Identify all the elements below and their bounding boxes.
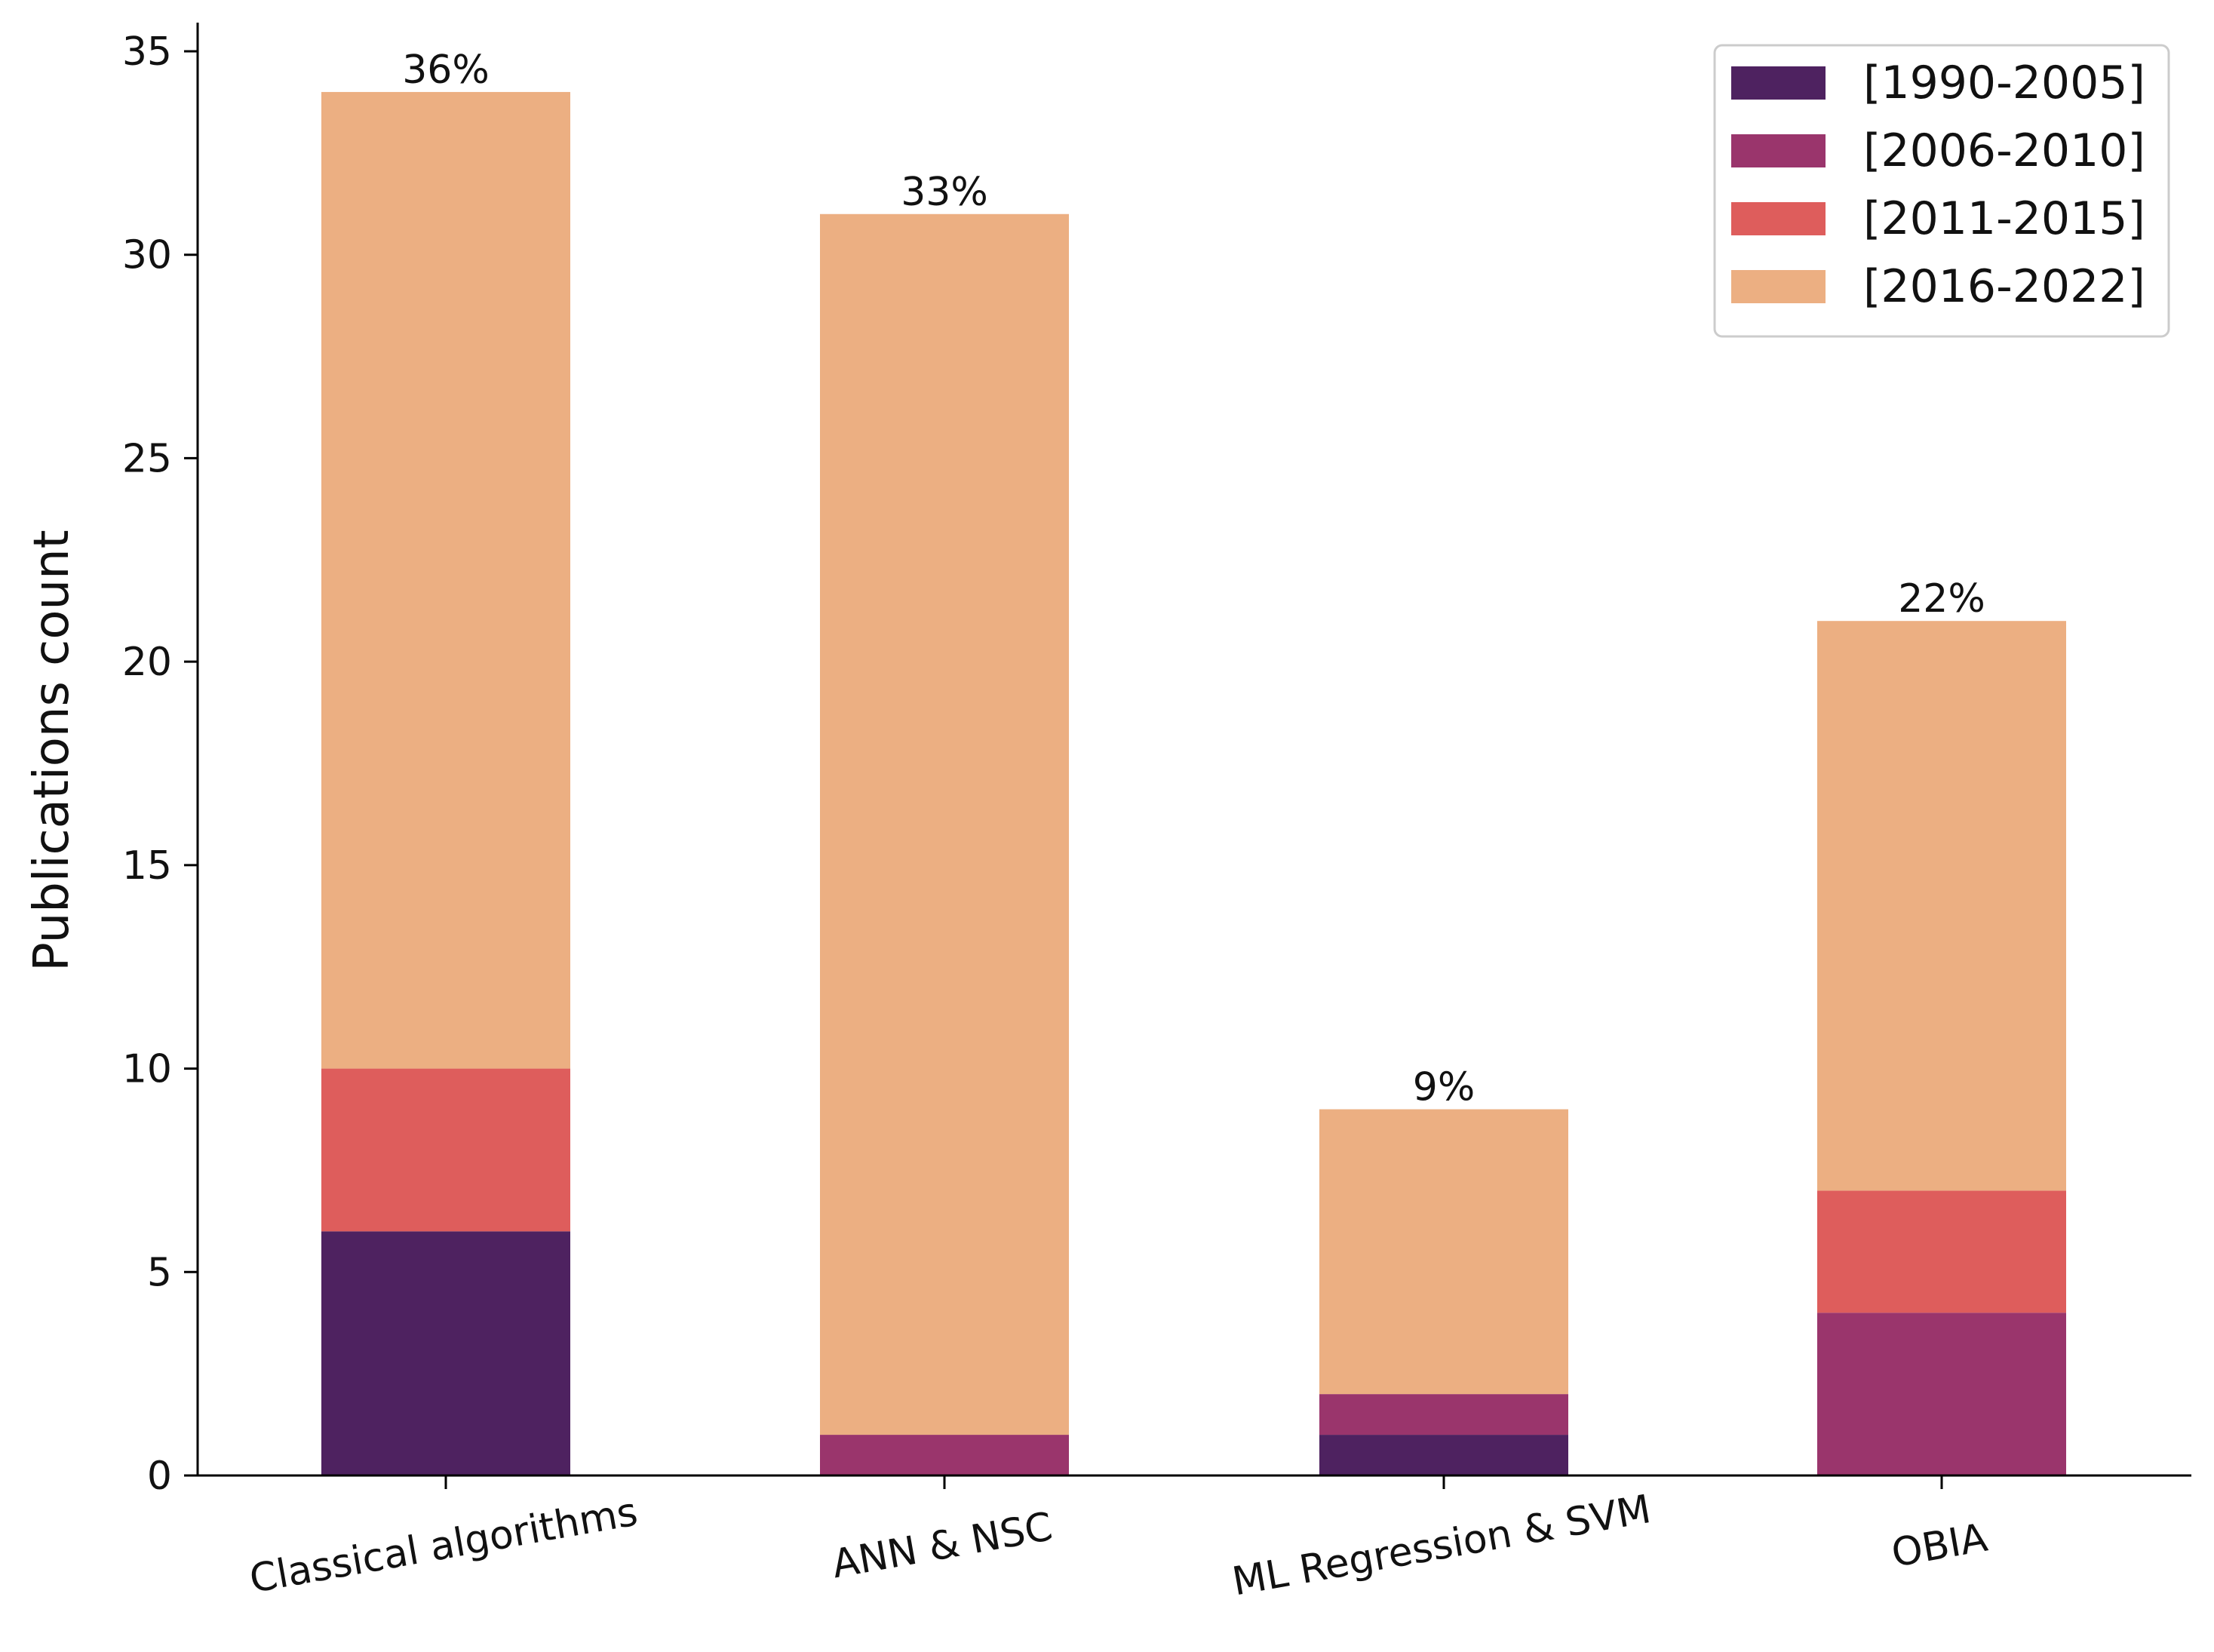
bar-segment-4-series-3 — [1817, 1190, 2066, 1313]
bar-segment-4-series-2 — [1817, 1313, 2066, 1475]
bar-segment-4-series-4 — [1817, 621, 2066, 1191]
bar-segment-1-series-3 — [321, 1068, 570, 1232]
bar-segment-3-series-1 — [1319, 1435, 1568, 1475]
legend: [1990-2005] [2006-2010] [2011-2015] [2016-2… — [1713, 44, 2170, 338]
legend-label-4: [2016-2022] — [1863, 260, 2145, 313]
legend-swatch-3 — [1731, 202, 1826, 235]
legend-swatch-1 — [1731, 66, 1826, 100]
legend-label-1: [1990-2005] — [1863, 57, 2145, 109]
bar-value-labels: 36% 33% 9% 22% — [402, 48, 1985, 1110]
bar-segment-1-series-4 — [321, 91, 570, 1069]
axes — [196, 23, 2191, 1477]
legend-label-3: [2011-2015] — [1863, 192, 2145, 245]
y-tick-label: 20 — [122, 640, 172, 685]
y-tick-label: 35 — [122, 29, 172, 75]
bar-value-label-4: 22% — [1898, 576, 1985, 622]
y-axis-title: Publications count — [24, 530, 80, 971]
x-tick-label-4: OBIA — [1888, 1515, 1991, 1577]
bar-value-label-1: 36% — [402, 48, 490, 93]
y-tick-label: 10 — [122, 1047, 172, 1092]
y-tick-label: 15 — [122, 843, 172, 889]
legend-swatch-2 — [1731, 134, 1826, 167]
x-tick-label-2: ANN & NSC — [828, 1504, 1055, 1587]
y-tick-label: 0 — [147, 1454, 172, 1499]
y-ticks: 0 5 10 15 20 25 30 35 — [122, 29, 198, 1499]
bar-value-label-2: 33% — [901, 170, 988, 215]
x-tick-label-1: Classical algorithms — [246, 1490, 640, 1603]
x-tick-label-3: ML Regression & SVM — [1229, 1487, 1654, 1605]
legend-items: [1990-2005] [2006-2010] [2011-2015] [2016-2… — [1731, 57, 2145, 313]
x-ticks: Classical algorithms ANN & NSC ML Regressi… — [246, 1475, 1991, 1605]
legend-frame — [1713, 44, 2170, 338]
y-tick-label: 5 — [147, 1250, 172, 1295]
legend-label-2: [2006-2010] — [1863, 124, 2145, 177]
bar-segment-3-series-2 — [1319, 1394, 1568, 1436]
bar-segment-2-series-2 — [820, 1435, 1069, 1475]
bar-segment-3-series-4 — [1319, 1109, 1568, 1395]
y-tick-label: 25 — [122, 436, 172, 481]
y-tick-label: 30 — [122, 233, 172, 278]
bar-value-label-3: 9% — [1413, 1065, 1475, 1110]
bars-layer — [321, 91, 2066, 1475]
bar-segment-2-series-4 — [820, 213, 1069, 1436]
bar-segment-1-series-1 — [321, 1231, 570, 1475]
legend-swatch-4 — [1731, 270, 1826, 303]
